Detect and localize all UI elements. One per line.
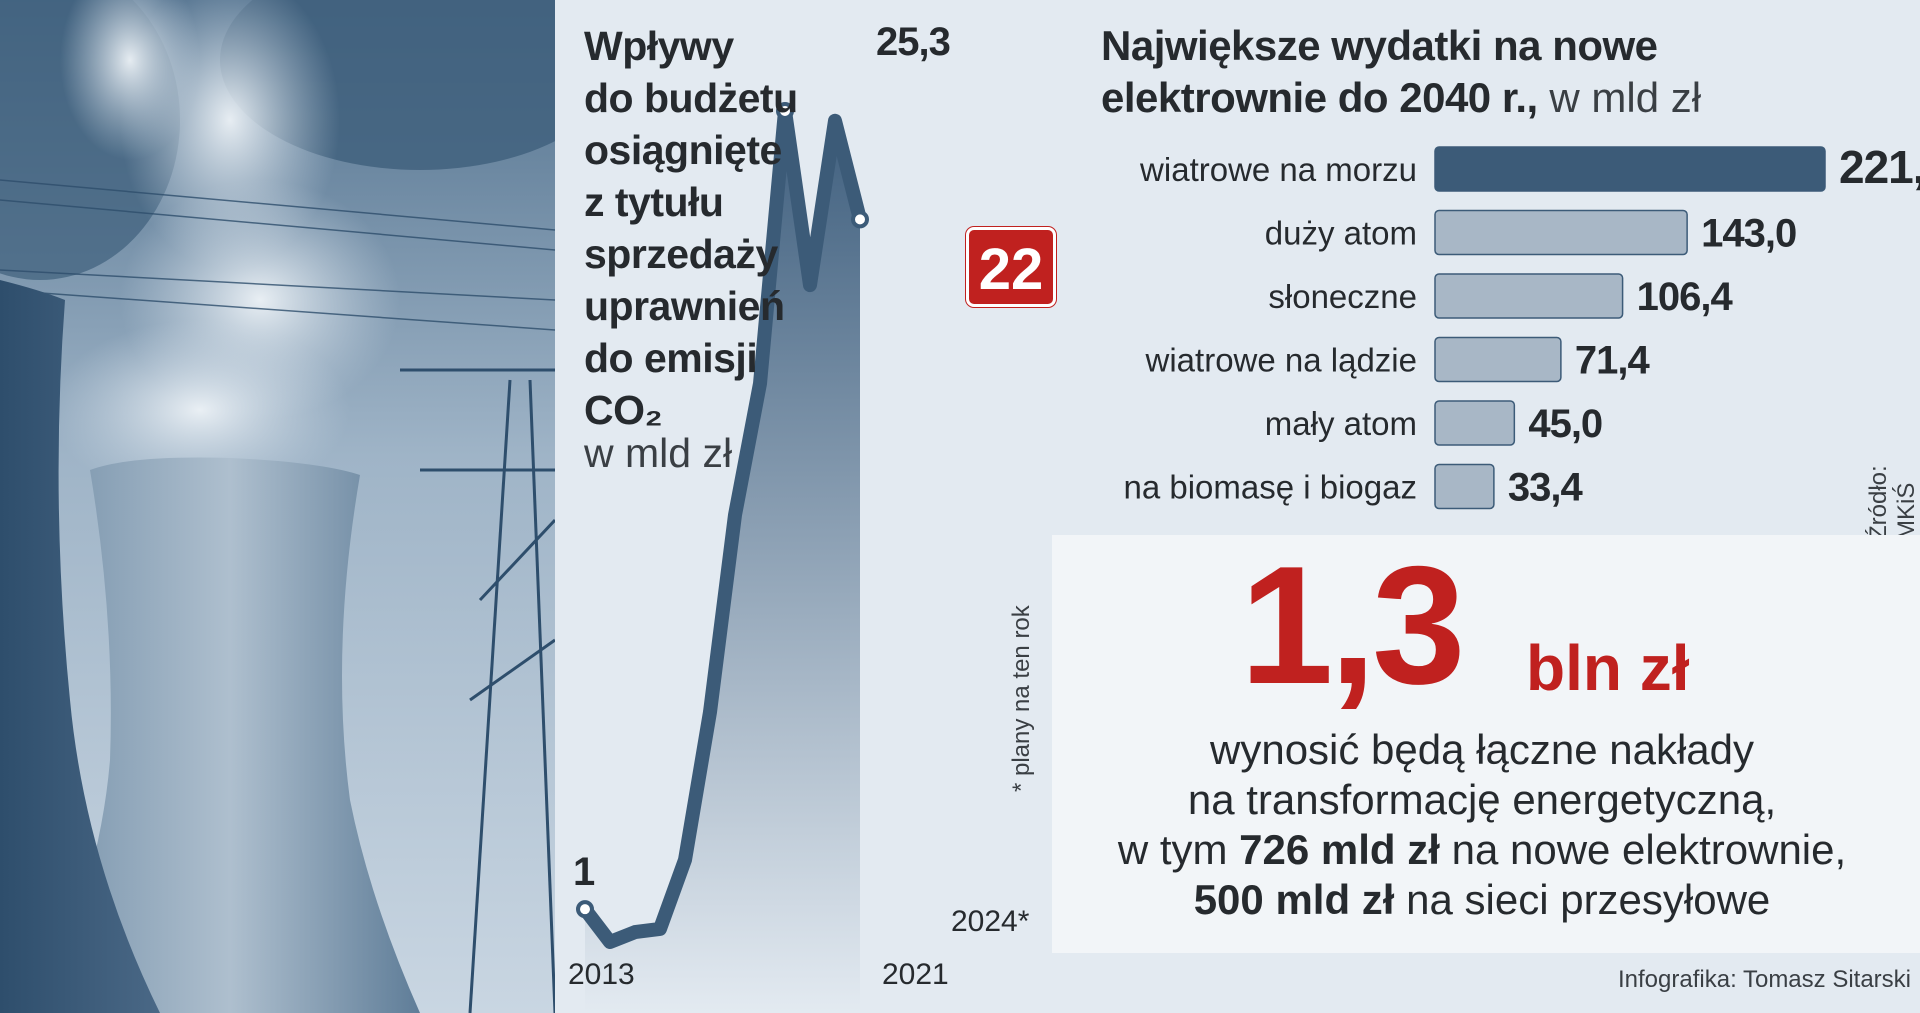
label-first-value: 1 bbox=[573, 850, 596, 894]
data-point bbox=[776, 101, 794, 120]
bar-category-label: mały atom bbox=[1265, 405, 1417, 442]
area-fill bbox=[585, 111, 860, 1013]
footnote: * plany na ten rok bbox=[1008, 605, 1035, 792]
summary-line-3-bold: 726 mld zł bbox=[1239, 826, 1440, 873]
line-series bbox=[578, 104, 867, 949]
title-line: CO₂ bbox=[584, 387, 663, 433]
bar-value-label: 71,4 bbox=[1575, 339, 1651, 383]
bar-value-label: 143,0 bbox=[1701, 212, 1796, 256]
bar-title-bold-1: Największe wydatki na nowe bbox=[1101, 22, 1658, 69]
line-chart-title: Wpływy do budżetu osiągnięte z tytułu sp… bbox=[584, 20, 864, 436]
co2-revenue-panel: Wpływy do budżetu osiągnięte z tytułu sp… bbox=[555, 0, 1065, 1013]
bar bbox=[1434, 336, 1562, 383]
bar-chart-title: Największe wydatki na nowe elektrownie d… bbox=[1101, 20, 1901, 124]
summary-line-4: 500 mld zł na sieci przesyłowe bbox=[1052, 875, 1912, 925]
bar-value-label: 33,4 bbox=[1508, 466, 1584, 510]
bar-category-label: wiatrowe na lądzie bbox=[1145, 342, 1417, 379]
label-last-value: 22 bbox=[966, 227, 1056, 307]
x-label-end: 2024* bbox=[951, 905, 1030, 938]
spending-bar-chart: wiatrowe na morzu 221,2 duży atom 143,0 słon… bbox=[1123, 141, 1920, 510]
area-path bbox=[585, 111, 860, 1013]
x-label-mid: 2021 bbox=[882, 958, 949, 991]
title-line: z tytułu bbox=[584, 179, 724, 225]
summary-box: 1,3 bln zł wynosić będą łączne nakłady n… bbox=[1052, 535, 1920, 953]
bar bbox=[1434, 146, 1826, 192]
data-point bbox=[851, 210, 869, 229]
title-line: osiągnięte bbox=[584, 127, 782, 173]
summary-line-4-post: na sieci przesyłowe bbox=[1394, 876, 1771, 923]
bar-title-unit: w mld zł bbox=[1537, 74, 1702, 121]
title-line: sprzedaży bbox=[584, 231, 778, 277]
line-chart-unit: w mld zł bbox=[584, 430, 733, 476]
bar-category-label: na biomasę i biogaz bbox=[1123, 469, 1417, 506]
title-line: do emisji bbox=[584, 335, 758, 381]
bar bbox=[1434, 273, 1624, 319]
bar bbox=[1434, 400, 1516, 446]
title-line: uprawnień bbox=[584, 283, 785, 329]
total-unit: bln zł bbox=[1526, 632, 1690, 704]
title-line: Wpływy bbox=[584, 23, 734, 69]
infographic-credit: Infografika: Tomasz Sitarski bbox=[1618, 966, 1912, 993]
line-path-outline bbox=[578, 104, 867, 949]
bar-category-label: wiatrowe na morzu bbox=[1139, 151, 1417, 188]
bar-category-label: duży atom bbox=[1265, 215, 1417, 252]
source-note: Źródło: MKiŚ bbox=[1865, 465, 1920, 540]
bar bbox=[1434, 209, 1688, 256]
bar bbox=[1434, 463, 1495, 510]
bar-category-label: słoneczne bbox=[1268, 278, 1417, 315]
summary-text: wynosić będą łączne nakłady na transform… bbox=[1052, 725, 1912, 925]
summary-line-2: na transformację energetyczną, bbox=[1187, 776, 1777, 823]
power-plant-spending-panel: Największe wydatki na nowe elektrownie d… bbox=[1065, 0, 1920, 530]
summary-line-3-post: na nowe elektrownie, bbox=[1439, 826, 1847, 873]
bar-value-label: 221,2 bbox=[1839, 141, 1920, 193]
data-point bbox=[576, 900, 594, 919]
label-peak-value: 25,3 bbox=[876, 20, 951, 64]
total-value: 1,3 bbox=[1240, 531, 1466, 719]
x-label-start: 2013 bbox=[568, 958, 635, 991]
bar-value-label: 45,0 bbox=[1528, 402, 1602, 446]
summary-line-3: w tym 726 mld zł na nowe elektrownie, bbox=[1052, 825, 1912, 875]
power-plant-photo bbox=[0, 0, 555, 1013]
summary-line-3-pre: w tym bbox=[1117, 826, 1240, 873]
summary-line-4-bold: 500 mld zł bbox=[1193, 876, 1395, 923]
summary-line-1: wynosić będą łączne nakłady bbox=[1210, 726, 1754, 773]
bar-value-label: 106,4 bbox=[1637, 275, 1734, 319]
co2-revenue-line-chart bbox=[576, 101, 869, 1013]
bar-title-bold-2: elektrownie do 2040 r., bbox=[1101, 74, 1538, 121]
title-line: do budżetu bbox=[584, 75, 798, 121]
